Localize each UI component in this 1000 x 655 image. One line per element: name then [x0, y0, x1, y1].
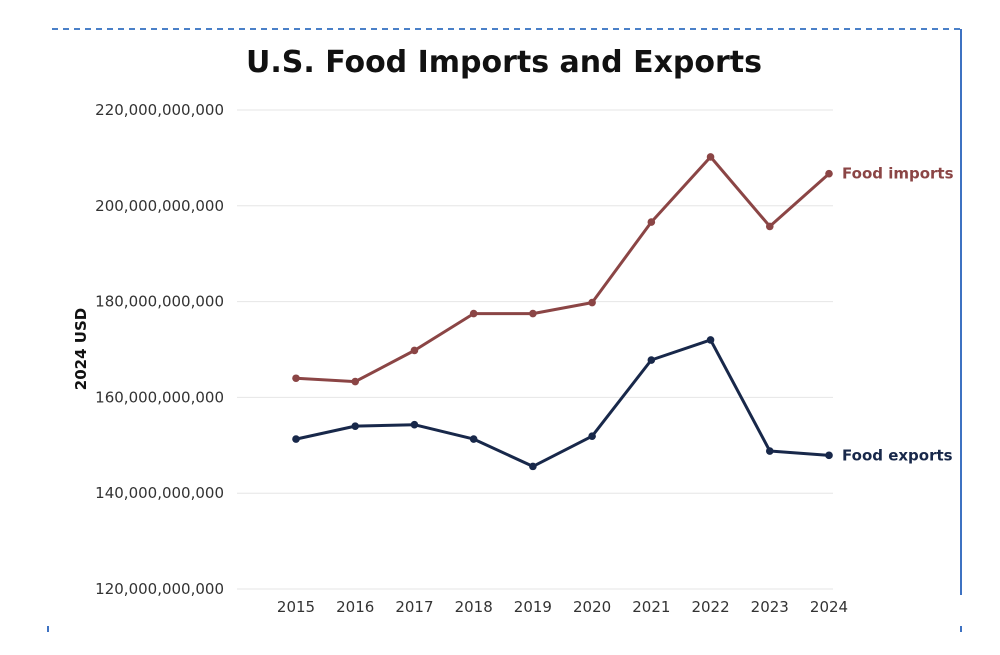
- data-point: [292, 435, 300, 443]
- series-line: [294, 338, 831, 468]
- data-point: [292, 374, 300, 383]
- data-point: [765, 222, 774, 231]
- x-tick-label: 2020: [573, 598, 611, 616]
- x-tick-label: 2023: [751, 598, 789, 616]
- data-point: [647, 356, 656, 364]
- x-tick-label: 2015: [277, 598, 315, 616]
- x-tick-label: 2018: [455, 598, 493, 616]
- data-point: [410, 420, 419, 429]
- data-point: [825, 169, 833, 178]
- x-tick-label: 2016: [336, 598, 374, 616]
- y-tick-label: 220,000,000,000: [95, 101, 224, 119]
- series-label: Food exports: [842, 446, 953, 464]
- data-point: [706, 153, 715, 161]
- data-point: [469, 435, 478, 443]
- y-axis-title: 2024 USD: [72, 308, 90, 390]
- data-point: [765, 447, 774, 455]
- x-tick-labels: 2015 2016 2017 2018 2019 2020 2021 2022 2023 2024: [277, 598, 848, 616]
- data-point: [529, 462, 537, 471]
- data-point: [825, 451, 833, 460]
- series-line: [294, 155, 831, 384]
- gridlines: [237, 109, 833, 590]
- x-tick-label: 2017: [395, 598, 433, 616]
- data-point: [351, 422, 360, 430]
- chart-title: U.S. Food Imports and Exports: [246, 45, 762, 80]
- data-point: [351, 377, 360, 386]
- series-label: Food imports: [842, 165, 954, 183]
- y-tick-label: 120,000,000,000: [95, 580, 224, 598]
- y-tick-label: 200,000,000,000: [95, 197, 224, 215]
- data-point: [588, 298, 596, 307]
- y-tick-label: 160,000,000,000: [95, 388, 224, 406]
- x-tick-label: 2024: [810, 598, 848, 616]
- data-point: [588, 432, 596, 440]
- data-point: [410, 346, 419, 355]
- series-0: Food imports: [292, 153, 954, 386]
- data-point: [469, 309, 478, 318]
- y-tick-labels: 120,000,000,000 140,000,000,000 160,000,00…: [95, 101, 224, 598]
- x-tick-label: 2019: [514, 598, 552, 616]
- x-tick-label: 2022: [691, 598, 729, 616]
- data-point: [529, 309, 537, 318]
- series: Food imports Food exports: [292, 153, 954, 471]
- y-tick-label: 180,000,000,000: [95, 293, 224, 311]
- x-tick-label: 2021: [632, 598, 670, 616]
- y-tick-label: 140,000,000,000: [95, 484, 224, 502]
- data-point: [647, 218, 656, 226]
- data-point: [706, 336, 715, 344]
- series-1: Food exports: [292, 336, 953, 471]
